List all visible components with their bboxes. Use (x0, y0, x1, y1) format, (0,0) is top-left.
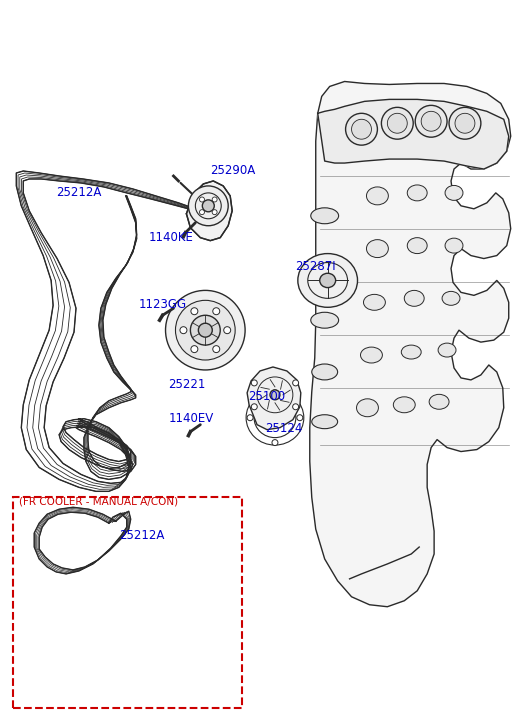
Circle shape (297, 414, 303, 421)
Ellipse shape (356, 399, 378, 417)
Bar (13, 497, 242, 708)
Text: 25212A: 25212A (119, 529, 164, 542)
Circle shape (200, 197, 204, 202)
Ellipse shape (442, 292, 460, 305)
Circle shape (272, 440, 278, 446)
Ellipse shape (445, 185, 463, 201)
Ellipse shape (408, 185, 427, 201)
Circle shape (200, 209, 204, 214)
Ellipse shape (311, 313, 339, 328)
Text: 1140EV: 1140EV (169, 411, 214, 425)
Ellipse shape (311, 260, 339, 276)
Circle shape (212, 197, 217, 202)
Polygon shape (186, 181, 232, 241)
Circle shape (198, 324, 212, 337)
Text: 25124: 25124 (265, 422, 302, 435)
Circle shape (270, 390, 280, 400)
Ellipse shape (401, 345, 421, 359)
Ellipse shape (408, 238, 427, 254)
Circle shape (381, 108, 413, 139)
Circle shape (293, 380, 298, 386)
Circle shape (352, 119, 371, 139)
Ellipse shape (312, 414, 338, 429)
Circle shape (180, 326, 187, 334)
Text: 25212A: 25212A (56, 186, 102, 199)
Ellipse shape (298, 254, 358, 308)
Ellipse shape (367, 240, 388, 257)
Text: 25221: 25221 (169, 378, 206, 391)
Circle shape (293, 403, 298, 410)
Circle shape (188, 186, 228, 225)
Polygon shape (318, 100, 509, 169)
Circle shape (165, 290, 245, 370)
Circle shape (449, 108, 481, 139)
Circle shape (213, 308, 220, 315)
Text: 1123GG: 1123GG (139, 298, 187, 311)
Text: (FR COOLER - MANUAL A/CON): (FR COOLER - MANUAL A/CON) (19, 497, 178, 506)
Ellipse shape (429, 394, 449, 409)
Circle shape (387, 113, 408, 133)
Polygon shape (247, 367, 301, 430)
Ellipse shape (311, 208, 339, 224)
Circle shape (346, 113, 377, 145)
Circle shape (272, 390, 278, 395)
Ellipse shape (312, 364, 338, 380)
Ellipse shape (361, 347, 383, 363)
Circle shape (224, 326, 231, 334)
Circle shape (415, 105, 447, 137)
Circle shape (191, 345, 198, 353)
Circle shape (176, 300, 235, 360)
Circle shape (190, 316, 220, 345)
Circle shape (213, 345, 220, 353)
Ellipse shape (438, 343, 456, 357)
Circle shape (251, 403, 257, 410)
Circle shape (202, 200, 214, 212)
Circle shape (455, 113, 475, 133)
Ellipse shape (363, 294, 385, 310)
Ellipse shape (404, 290, 424, 306)
Circle shape (191, 308, 198, 315)
Ellipse shape (320, 273, 336, 288)
Text: 1140KE: 1140KE (148, 230, 194, 244)
Text: 25287I: 25287I (295, 260, 336, 273)
Circle shape (251, 380, 257, 386)
Ellipse shape (445, 238, 463, 253)
Polygon shape (310, 81, 511, 607)
Text: 25100: 25100 (248, 390, 285, 403)
Ellipse shape (393, 397, 415, 413)
Circle shape (247, 414, 253, 421)
Text: 25290A: 25290A (210, 164, 255, 177)
Circle shape (212, 209, 217, 214)
Circle shape (421, 111, 441, 131)
Ellipse shape (367, 187, 388, 205)
